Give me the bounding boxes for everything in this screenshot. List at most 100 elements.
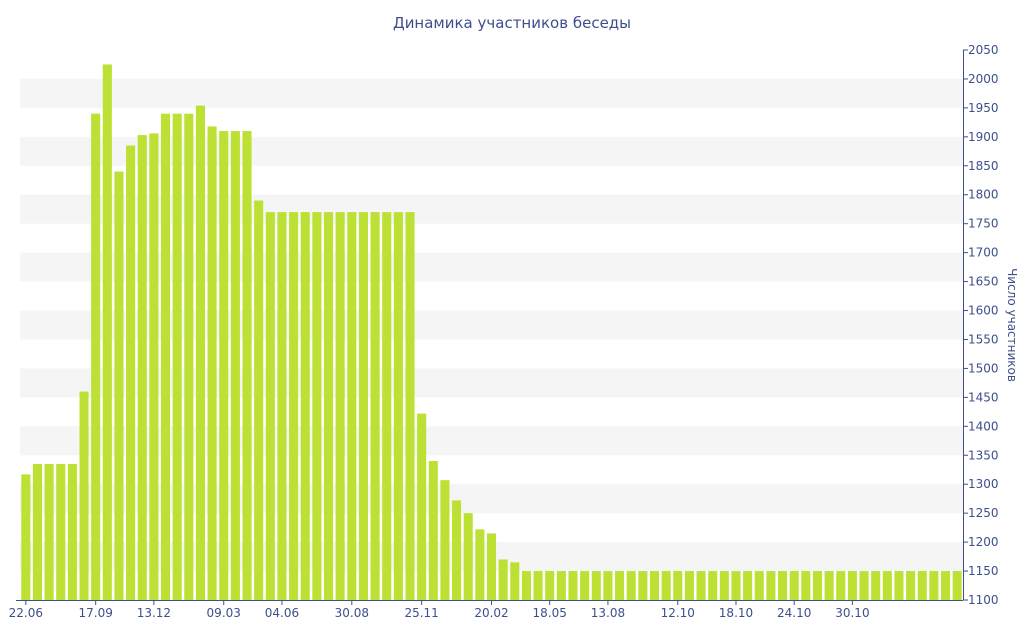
bar [661,571,671,600]
bar [615,571,625,600]
y-tick-label: 1950 [968,101,999,115]
bar [719,571,729,600]
bar [533,571,543,600]
bar [137,135,147,601]
y-tick-label: 1200 [968,535,999,549]
bar [358,212,368,601]
bar [428,461,438,600]
bar [393,212,403,601]
x-tick-label: 17.09 [78,606,112,620]
bar [766,571,776,600]
bar [452,500,462,600]
bar [929,571,939,600]
bar [91,113,101,601]
bar [172,113,182,601]
bar [882,571,892,600]
bar [300,212,310,601]
bar [277,212,287,601]
x-tick-label: 30.10 [835,606,869,620]
bar [580,571,590,600]
bar [102,64,112,601]
y-tick-label: 2050 [968,43,999,57]
bar [160,113,171,601]
bar [347,212,357,601]
y-tick-label: 1100 [968,593,999,607]
bar [545,571,555,600]
bar [708,571,718,600]
bar [626,571,636,600]
x-tick-label: 09.03 [207,606,241,620]
y-tick-label: 1800 [968,188,999,202]
bar [556,571,566,600]
y-tick-label: 1350 [968,448,999,462]
bar [952,571,962,600]
bar [894,571,904,600]
x-tick-label: 04.06 [265,606,299,620]
x-tick-label: 30.08 [335,606,369,620]
x-axis: 22.06 17.09 13.12 09.03 04.06 30.08 25.11 20.02… [9,600,963,620]
bar [638,571,648,600]
x-tick-label: 22.06 [9,606,43,620]
bar [195,105,205,600]
bar [789,571,799,600]
y-tick-label: 1400 [968,419,999,433]
bar [871,571,881,600]
bar [230,131,240,601]
bar [754,571,764,600]
bar [184,113,194,601]
bar [207,126,217,601]
y-tick-label: 1450 [968,390,999,404]
bar [382,212,392,601]
bar [67,463,77,600]
y-tick-label: 1700 [968,246,999,260]
y-tick-label: 1600 [968,304,999,318]
x-tick-label: 25.11 [404,606,438,620]
bar [743,571,753,600]
x-tick-label: 12.10 [661,606,695,620]
bar [649,571,660,600]
bar [568,571,578,600]
bar [114,171,124,600]
bar [370,212,380,601]
bar [941,571,951,600]
bar [335,212,345,601]
chart-title: Динамика участников беседы [393,14,631,32]
bar [906,571,916,600]
y-axis: 1100 1150 1200 1250 1300 1350 1400 1450 1500 1550… [963,43,999,607]
bar [824,571,834,600]
x-tick-label: 18.05 [533,606,567,620]
bar [417,413,427,600]
bar [510,562,520,600]
bar [463,513,473,600]
y-axis-title: Число участников [1005,268,1019,382]
bar [44,463,54,600]
bar [254,200,264,600]
bar [265,212,275,601]
bar [219,131,229,601]
bar [242,131,252,601]
bar [684,571,694,600]
y-tick-label: 1850 [968,159,999,173]
bar [475,529,485,600]
bar [323,212,334,601]
bar [603,571,613,600]
y-tick-label: 1900 [968,130,999,144]
bar [836,571,846,600]
bar [521,571,531,600]
bar [486,533,497,600]
bar [126,145,136,600]
y-tick-label: 1250 [968,506,999,520]
x-tick-label: 18.10 [719,606,753,620]
y-tick-label: 1750 [968,217,999,231]
x-tick-label: 24.10 [777,606,811,620]
y-tick-label: 1500 [968,361,999,375]
bar [778,571,788,600]
bar [847,571,857,600]
x-tick-label: 13.08 [591,606,625,620]
bar [859,571,869,600]
bars-group [21,64,962,601]
y-tick-label: 2000 [968,72,999,86]
bar [405,212,415,601]
bar [801,571,811,600]
